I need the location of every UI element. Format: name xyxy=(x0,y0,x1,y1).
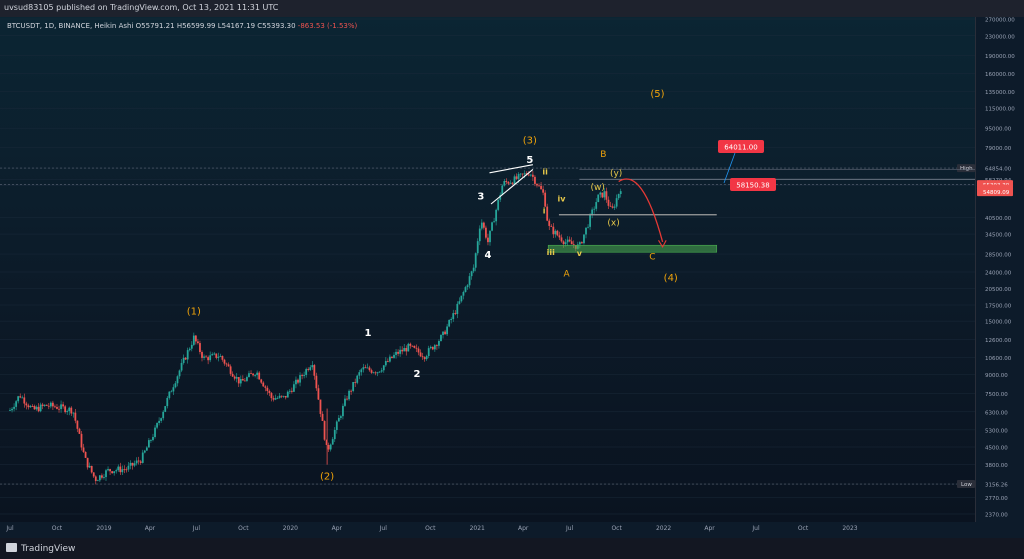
legend-symbol: BTCUSDT, 1D, BINANCE, Heikin Ashi xyxy=(7,22,134,30)
price-axis[interactable] xyxy=(975,17,1024,522)
tradingview-logo-icon xyxy=(6,543,17,552)
time-axis[interactable] xyxy=(0,522,975,538)
symbol-legend: BTCUSDT, 1D, BINANCE, Heikin Ashi O55791… xyxy=(7,22,357,30)
chart-area[interactable] xyxy=(0,17,975,522)
legend-high: H56599.99 xyxy=(176,22,216,30)
publish-header: uvsud83105 published on TradingView.com,… xyxy=(0,0,1024,17)
legend-change: -863.53 (-1.53%) xyxy=(297,22,358,30)
tradingview-logo[interactable]: TradingView xyxy=(6,543,75,554)
brand-text: TradingView xyxy=(21,544,76,554)
legend-close: C55393.30 xyxy=(257,22,296,30)
legend-open: O55791.21 xyxy=(135,22,175,30)
legend-low: L54167.19 xyxy=(217,22,256,30)
footer: TradingView xyxy=(0,538,1024,559)
publish-text: uvsud83105 published on TradingView.com,… xyxy=(4,3,279,12)
